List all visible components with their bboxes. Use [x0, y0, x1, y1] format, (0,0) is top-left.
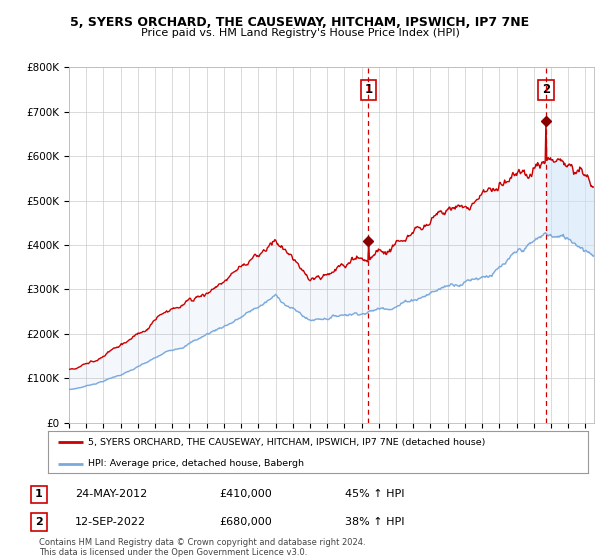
Text: 45% ↑ HPI: 45% ↑ HPI [345, 489, 404, 500]
Text: 24-MAY-2012: 24-MAY-2012 [75, 489, 147, 500]
Text: 2: 2 [542, 83, 550, 96]
Text: 1: 1 [364, 83, 373, 96]
Text: 5, SYERS ORCHARD, THE CAUSEWAY, HITCHAM, IPSWICH, IP7 7NE: 5, SYERS ORCHARD, THE CAUSEWAY, HITCHAM,… [70, 16, 530, 29]
Text: 5, SYERS ORCHARD, THE CAUSEWAY, HITCHAM, IPSWICH, IP7 7NE (detached house): 5, SYERS ORCHARD, THE CAUSEWAY, HITCHAM,… [89, 437, 486, 447]
Text: 12-SEP-2022: 12-SEP-2022 [75, 517, 146, 527]
Text: Contains HM Land Registry data © Crown copyright and database right 2024.
This d: Contains HM Land Registry data © Crown c… [39, 538, 365, 557]
Text: 2: 2 [35, 517, 43, 527]
Text: 38% ↑ HPI: 38% ↑ HPI [345, 517, 404, 527]
Text: £680,000: £680,000 [219, 517, 272, 527]
Text: HPI: Average price, detached house, Babergh: HPI: Average price, detached house, Babe… [89, 459, 305, 469]
Text: Price paid vs. HM Land Registry's House Price Index (HPI): Price paid vs. HM Land Registry's House … [140, 28, 460, 38]
Text: 1: 1 [35, 489, 43, 500]
Text: £410,000: £410,000 [219, 489, 272, 500]
